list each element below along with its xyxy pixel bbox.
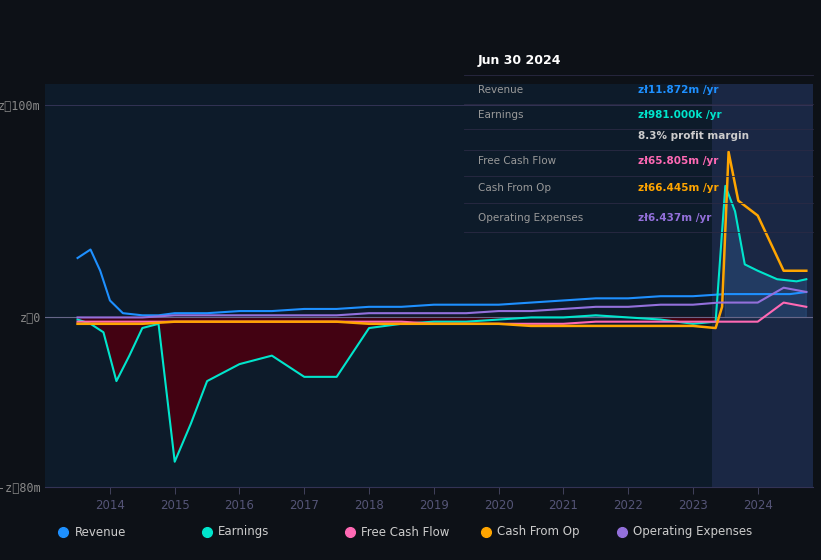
Text: 8.3% profit margin: 8.3% profit margin (639, 131, 750, 141)
Text: zł6.437m /yr: zł6.437m /yr (639, 213, 712, 223)
Text: Earnings: Earnings (478, 110, 523, 120)
Text: Revenue: Revenue (478, 85, 523, 95)
Text: Operating Expenses: Operating Expenses (478, 213, 583, 223)
Text: Jun 30 2024: Jun 30 2024 (478, 54, 562, 67)
Text: Revenue: Revenue (75, 525, 126, 539)
Text: zł981.000k /yr: zł981.000k /yr (639, 110, 722, 120)
Text: Free Cash Flow: Free Cash Flow (478, 156, 556, 166)
Text: zł11.872m /yr: zł11.872m /yr (639, 85, 719, 95)
Text: zł66.445m /yr: zł66.445m /yr (639, 183, 719, 193)
Text: zł65.805m /yr: zł65.805m /yr (639, 156, 718, 166)
Text: Free Cash Flow: Free Cash Flow (361, 525, 450, 539)
Text: Cash From Op: Cash From Op (478, 183, 551, 193)
Text: Operating Expenses: Operating Expenses (633, 525, 753, 539)
Bar (713, 84, 813, 487)
Text: Earnings: Earnings (218, 525, 269, 539)
Text: Cash From Op: Cash From Op (498, 525, 580, 539)
